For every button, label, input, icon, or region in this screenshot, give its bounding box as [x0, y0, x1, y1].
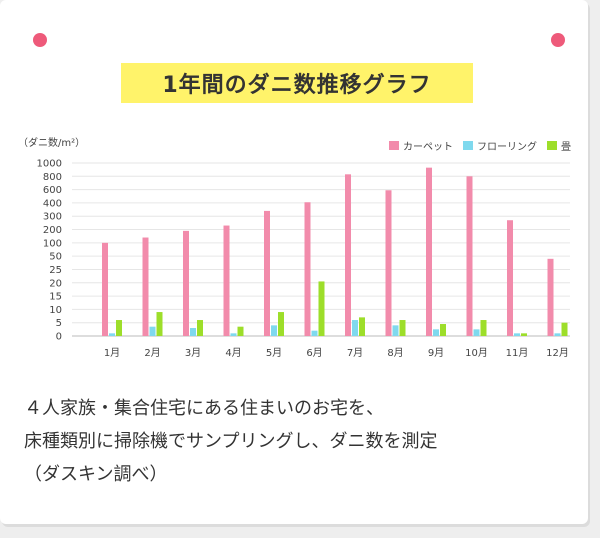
y-tick-label: 200: [43, 225, 62, 236]
description-line-2: 床種類別に掃除機でサンプリングし、ダニ数を測定: [24, 431, 438, 452]
y-tick-label: 600: [43, 185, 62, 196]
bar-carpet: [385, 190, 392, 336]
bar-carpet: [102, 242, 108, 336]
bar-flooring: [433, 329, 439, 336]
y-unit-label: （ダニ数/m²）: [18, 138, 86, 149]
y-tick-label: 25: [49, 265, 62, 276]
x-tick-label: 6月: [306, 347, 322, 359]
info-card: 1年間のダニ数推移グラフ （ダニ数/m²） カーペット フローリング 畳 0 5 1…: [0, 0, 588, 524]
x-tick-label: 11月: [506, 347, 529, 359]
y-tick-label: 400: [43, 198, 62, 209]
legend-label-flooring: フローリング: [477, 142, 537, 153]
description-line-1: ４人家族・集合住宅にある住まいのお宅を、: [24, 398, 384, 419]
bar-flooring: [352, 320, 358, 336]
bar-tatami: [318, 281, 325, 336]
x-tick-label: 1月: [104, 347, 120, 359]
y-tick-label: 100: [43, 238, 62, 249]
y-tick-label: 0: [56, 332, 62, 343]
bar-carpet: [466, 176, 473, 336]
y-tick-label: 15: [49, 292, 62, 303]
bar-tatami: [278, 312, 284, 336]
x-tick-label: 2月: [144, 347, 160, 359]
bar-tatami: [237, 326, 244, 336]
bar-carpet: [304, 202, 311, 336]
y-tick-label: 50: [49, 252, 62, 263]
bar-tatami: [561, 322, 568, 336]
x-tick-label: 12月: [546, 347, 569, 359]
bar-flooring: [149, 326, 156, 336]
bar-carpet: [183, 230, 189, 336]
bar-flooring: [311, 330, 318, 336]
y-tick-label: 1000: [37, 159, 62, 170]
pin-icon: [33, 33, 47, 47]
bar-tatami: [359, 317, 365, 336]
bar-tatami: [399, 320, 406, 336]
bar-flooring: [109, 333, 115, 336]
bar-flooring: [392, 325, 399, 336]
bar-tatami: [480, 320, 487, 336]
bar-tatami: [440, 324, 446, 336]
legend-swatch-tatami: [547, 141, 557, 150]
description: ４人家族・集合住宅にある住まいのお宅を、 床種類別に掃除機でサンプリングし、ダニ…: [24, 392, 584, 491]
bar-tatami: [156, 312, 163, 336]
description-line-3: （ダスキン調べ）: [24, 464, 168, 485]
bar-flooring: [554, 333, 561, 336]
bar-carpet: [264, 210, 270, 336]
y-tick-label: 10: [49, 305, 62, 316]
bar-tatami: [521, 333, 527, 336]
y-tick-label: 800: [43, 172, 62, 183]
bar-flooring: [230, 333, 237, 336]
chart-legend: カーペット フローリング 畳: [389, 138, 571, 153]
x-tick-label: 9月: [428, 347, 444, 359]
bar-tatami: [197, 320, 203, 336]
legend-item-carpet: カーペット: [389, 138, 453, 153]
y-tick-label: 300: [43, 212, 62, 223]
bar-carpet: [223, 225, 230, 336]
bar-carpet: [547, 258, 554, 336]
bar-flooring: [190, 328, 196, 336]
bar-carpet: [345, 174, 351, 336]
legend-label-carpet: カーペット: [403, 142, 453, 153]
bar-carpet: [426, 167, 432, 336]
x-tick-label: 8月: [387, 347, 403, 359]
x-tick-label: 5月: [266, 347, 282, 359]
chart-title: 1年間のダニ数推移グラフ: [121, 63, 473, 103]
bar-flooring: [514, 333, 520, 336]
x-tick-label: 7月: [347, 347, 363, 359]
x-tick-label: 10月: [465, 347, 488, 359]
legend-item-tatami: 畳: [547, 138, 571, 153]
legend-swatch-carpet: [389, 141, 399, 150]
x-tick-label: 3月: [185, 347, 201, 359]
y-tick-label: 5: [56, 318, 62, 329]
bar-tatami: [116, 320, 122, 336]
legend-label-tatami: 畳: [561, 142, 571, 153]
bar-carpet: [507, 220, 513, 336]
y-tick-label: 20: [49, 278, 62, 289]
bar-carpet: [142, 237, 149, 336]
legend-item-flooring: フローリング: [463, 138, 537, 153]
pin-icon: [551, 33, 565, 47]
x-tick-label: 4月: [225, 347, 241, 359]
bar-flooring: [271, 325, 277, 336]
bar-flooring: [473, 329, 480, 336]
legend-swatch-flooring: [463, 141, 473, 150]
bar-chart: 0 5 10 15 20 25 50 100 200 300 400 600 800 1000 1月 2月 3月…: [37, 159, 570, 359]
